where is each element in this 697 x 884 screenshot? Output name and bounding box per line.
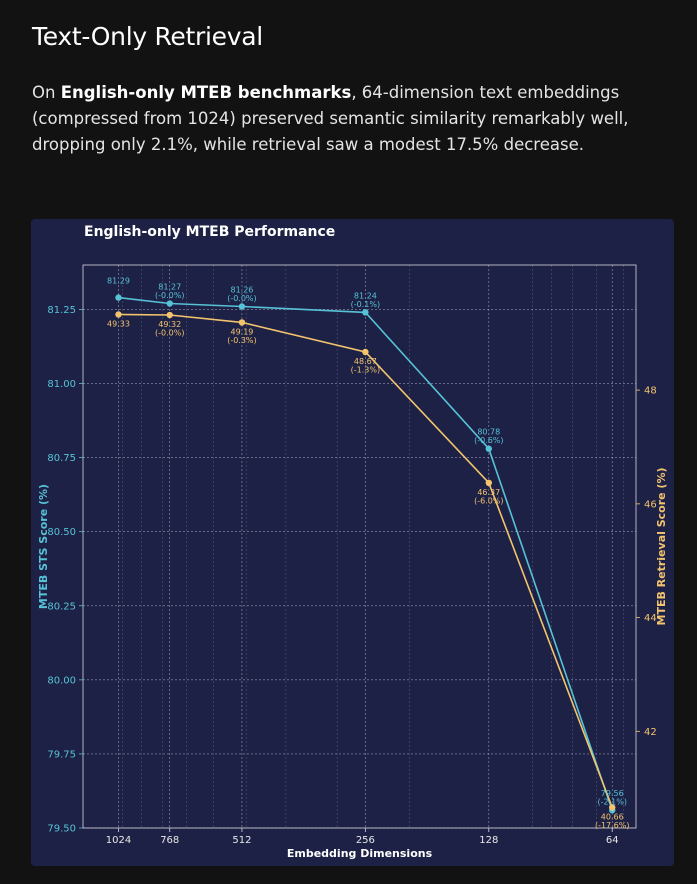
x-tick-label: 512: [232, 835, 251, 846]
sts-value-label: 81.26: [230, 285, 253, 294]
sts-change-label: (-0.0%): [155, 291, 184, 300]
x-tick-label: 256: [356, 835, 375, 846]
sts-change-label: (-0.6%): [474, 436, 503, 445]
sts-value-label: 81.24: [354, 291, 377, 300]
sts-data-point: [115, 294, 122, 301]
retrieval-series-line: [118, 313, 613, 808]
retrieval-data-point: [362, 348, 369, 356]
retrieval-change-label: (-0.3%): [227, 336, 256, 345]
chart-panel: English-only MTEB Performance 1024 768 512…: [31, 219, 674, 866]
chart-series: [115, 294, 616, 814]
y-left-tick-label: 80.00: [47, 675, 76, 686]
retrieval-value-label: 40.66: [601, 813, 624, 822]
retrieval-value-label: 49.33: [107, 319, 130, 328]
retrieval-data-point: [485, 479, 492, 487]
y-left-tick-label: 81.25: [47, 305, 76, 316]
sts-change-label: (-0.0%): [227, 294, 256, 303]
y-left-tick-label: 80.25: [47, 601, 76, 612]
sts-value-label: 80.78: [477, 428, 500, 437]
y-left-axis-ticks: 79.50 79.75 80.00 80.25 80.50 80.75 81.00 81.25: [47, 305, 83, 835]
y-right-axis-label: MTEB Retrieval Score (%): [655, 467, 668, 625]
retrieval-value-label: 46.37: [477, 488, 500, 497]
y-left-tick-label: 79.50: [47, 824, 76, 835]
x-tick-label: 768: [160, 835, 179, 846]
y-right-tick-label: 48: [644, 386, 657, 397]
retrieval-data-point: [166, 311, 173, 319]
retrieval-change-label: (-1.3%): [351, 366, 380, 375]
plot-area-frame: [82, 264, 637, 829]
chart-title: English-only MTEB Performance: [84, 224, 335, 240]
intro-bold: English-only MTEB benchmarks: [60, 83, 352, 102]
retrieval-data-point: [238, 319, 246, 326]
sts-series-line: [118, 296, 613, 811]
retrieval-change-label: (-17.6%): [595, 821, 630, 830]
sts-data-point: [166, 300, 173, 307]
y-left-tick-label: 80.50: [47, 527, 76, 538]
page-title: Text-Only Retrieval: [32, 22, 263, 51]
intro-prefix: On: [32, 83, 61, 102]
x-tick-label: 64: [606, 835, 619, 846]
y-left-tick-label: 80.75: [47, 453, 76, 464]
retrieval-change-label: (-6.0%): [474, 496, 503, 505]
y-right-tick-label: 46: [644, 499, 657, 510]
y-right-axis-ticks: 42 44 46 48: [636, 386, 657, 738]
sts-data-point: [238, 303, 246, 310]
y-left-tick-label: 79.75: [47, 749, 76, 760]
retrieval-value-label: 49.32: [158, 320, 181, 329]
retrieval-value-label: 48.67: [354, 357, 377, 366]
sts-value-label: 79.56: [601, 789, 624, 798]
chart-grid: [83, 265, 636, 829]
x-tick-label: 1024: [106, 835, 131, 846]
sts-change-label: (-2.1%): [597, 798, 626, 807]
x-tick-label: 128: [479, 835, 498, 846]
retrieval-data-point: [609, 804, 616, 811]
retrieval-change-label: (-0.0%): [155, 329, 184, 338]
mteb-performance-chart: English-only MTEB Performance 1024 768 512…: [37, 224, 668, 860]
y-right-tick-label: 44: [644, 613, 657, 624]
sts-data-point: [485, 445, 492, 452]
retrieval-data-point: [115, 311, 122, 318]
x-axis-label: Embedding Dimensions: [287, 847, 433, 860]
y-right-tick-label: 42: [644, 727, 657, 738]
intro-suffix: , 64-dimension text embeddings (compress…: [32, 83, 629, 154]
sts-value-label: 81.27: [158, 283, 181, 292]
x-axis-ticks: 1024 768 512 256 128 64: [106, 828, 619, 846]
retrieval-value-label: 49.19: [230, 327, 253, 336]
y-left-axis-label: MTEB STS Score (%): [37, 484, 50, 609]
y-left-tick-label: 81.00: [47, 379, 76, 390]
intro-paragraph: On English-only MTEB benchmarks, 64-dime…: [32, 80, 672, 158]
sts-change-label: (-0.1%): [351, 300, 380, 309]
sts-data-point: [362, 309, 369, 316]
sts-value-label: 81.29: [107, 277, 130, 286]
